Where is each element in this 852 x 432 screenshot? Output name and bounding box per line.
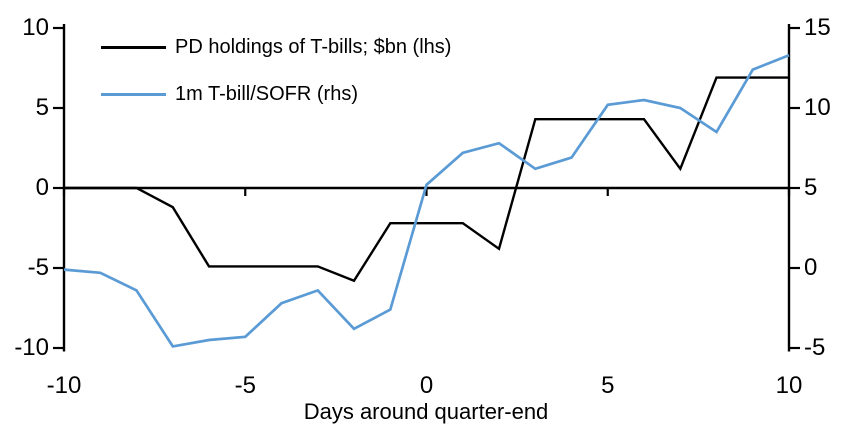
legend: PD holdings of T-bills; $bn (lhs) 1m T-b… xyxy=(101,34,451,128)
legend-label-pd-holdings: PD holdings of T-bills; $bn (lhs) xyxy=(175,36,452,58)
left-axis-tick-label: -10 xyxy=(14,334,49,361)
x-axis-tick-label: 5 xyxy=(601,372,614,399)
legend-swatch-tbill-sofr xyxy=(101,92,166,96)
x-axis-title: Days around quarter-end xyxy=(303,399,549,424)
left-axis-tick-label: 0 xyxy=(36,174,49,201)
left-axis-tick-label: 10 xyxy=(22,14,49,41)
legend-swatch-pd-holdings xyxy=(101,45,166,49)
left-axis-tick-label: -5 xyxy=(28,254,49,281)
x-axis-tick-label: 0 xyxy=(420,372,433,399)
series-line-tbill-sofr xyxy=(63,53,790,348)
legend-item-tbill-sofr: 1m T-bill/SOFR (rhs) xyxy=(101,81,451,107)
x-axis-tick-label: -10 xyxy=(47,372,82,399)
left-axis-tick-label: 5 xyxy=(36,94,49,121)
right-axis-tick-label: 10 xyxy=(804,94,831,121)
series-line-pd-holdings xyxy=(64,76,789,283)
legend-label-tbill-sofr: 1m T-bill/SOFR (rhs) xyxy=(175,83,358,105)
legend-item-pd-holdings: PD holdings of T-bills; $bn (lhs) xyxy=(101,34,451,60)
right-axis-tick-label: 15 xyxy=(804,14,831,41)
right-axis-tick-label: 5 xyxy=(804,174,817,201)
right-axis-tick-label: -5 xyxy=(804,334,825,361)
x-axis-tick-label: -5 xyxy=(235,372,256,399)
right-axis-tick-label: 0 xyxy=(804,254,817,281)
x-axis-tick-label: 10 xyxy=(776,372,803,399)
